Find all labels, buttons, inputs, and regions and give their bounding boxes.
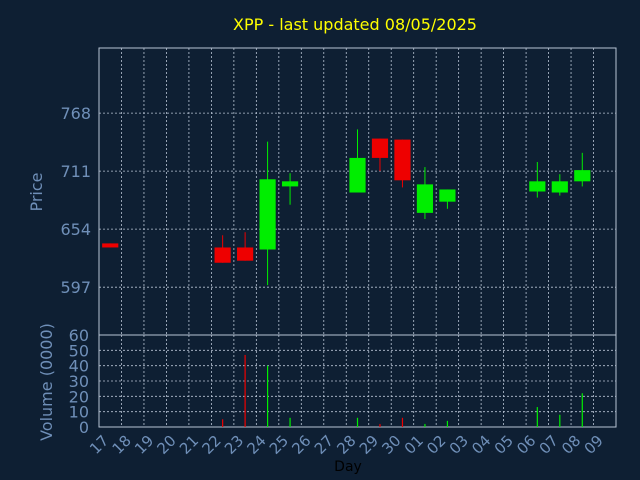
x-axis-label: Day: [334, 459, 362, 475]
price-tick-label: 654: [60, 220, 91, 239]
volume-tick-label: 0: [79, 418, 89, 437]
candle-body: [529, 181, 546, 192]
volume-tick-label: 10: [69, 403, 89, 422]
candle-body: [439, 189, 456, 202]
candle-body: [281, 181, 299, 187]
candle-body: [551, 181, 568, 193]
volume-tick-label: 20: [69, 387, 89, 406]
volume-tick-label: 60: [69, 326, 89, 345]
price-tick-label: 597: [60, 278, 91, 297]
x-tick-label: 09: [581, 432, 607, 458]
price-panel: 597 654 711 768: [60, 47, 617, 336]
candle-body: [102, 243, 119, 248]
volume-axis-label: Volume (0000): [37, 323, 56, 441]
volume-tick-label: 40: [69, 357, 89, 376]
candle-body: [371, 138, 389, 158]
candle-body: [349, 157, 366, 193]
candle-body: [394, 139, 411, 181]
price-tick-label: 711: [60, 162, 91, 181]
candle-body: [259, 179, 276, 250]
chart-title: XPP - last updated 08/05/2025: [233, 15, 477, 34]
candle-body: [237, 247, 254, 261]
price-axis-label: Price: [27, 172, 46, 211]
candle-body: [214, 247, 231, 263]
volume-tick-label: 50: [69, 341, 89, 360]
price-tick-label: 768: [60, 104, 91, 123]
candle-body: [574, 170, 591, 182]
volume-tick-label: 30: [69, 372, 89, 391]
chart-marks: [102, 129, 591, 427]
volume-panel: 0102030405060171819202122232425262728293…: [69, 326, 617, 458]
candle-body: [416, 184, 434, 213]
